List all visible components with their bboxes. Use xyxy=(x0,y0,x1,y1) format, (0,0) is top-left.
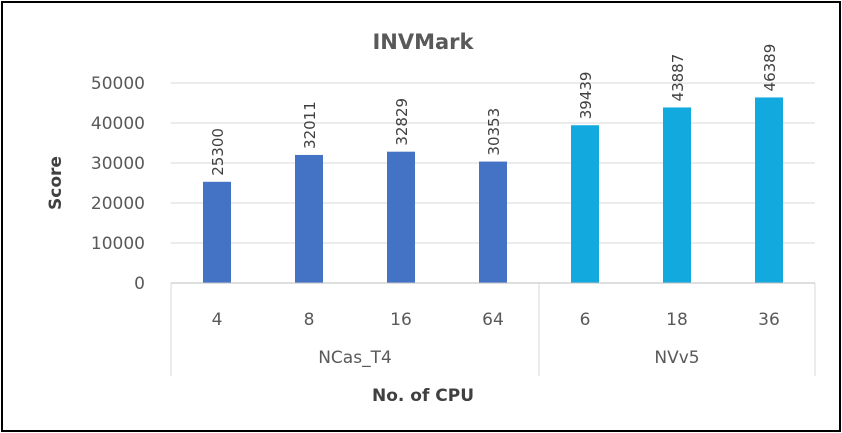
bar xyxy=(755,97,783,283)
x-tick-label: 6 xyxy=(580,310,591,330)
bars: 25300 32011 32829 30353 39439 43887 46389 xyxy=(203,44,783,284)
x-tick-label: 36 xyxy=(758,310,780,330)
bar xyxy=(663,107,691,284)
y-tick-label: 10000 xyxy=(91,234,145,254)
bar xyxy=(571,125,599,283)
data-label: 32011 xyxy=(301,101,319,149)
y-tick-label: 40000 xyxy=(91,114,145,134)
x-axis-title: No. of CPU xyxy=(372,386,474,406)
x-tick-label: 64 xyxy=(482,310,504,330)
group-label: NVv5 xyxy=(654,348,699,368)
y-tick-label: 0 xyxy=(134,274,145,294)
bar xyxy=(479,161,507,283)
data-label: 30353 xyxy=(485,108,503,156)
data-label: 25300 xyxy=(209,128,227,176)
data-label: 43887 xyxy=(669,54,687,102)
data-label: 46389 xyxy=(761,44,779,92)
y-tick-label: 50000 xyxy=(91,74,145,94)
x-tick-label: 16 xyxy=(390,310,412,330)
x-tick-label: 4 xyxy=(212,310,223,330)
bar-chart: 25300 32011 32829 30353 39439 43887 46389 0 100… xyxy=(46,30,816,406)
data-label: 32829 xyxy=(393,98,411,146)
bar xyxy=(295,154,323,283)
y-tick-label: 20000 xyxy=(91,194,145,214)
data-label: 39439 xyxy=(577,72,595,120)
bar xyxy=(387,151,415,283)
y-tick-label: 30000 xyxy=(91,154,145,174)
x-tick-label: 18 xyxy=(666,310,688,330)
group-label: NCas_T4 xyxy=(318,348,392,368)
axes: 0 10000 20000 30000 40000 50000 4 8 16 64 NCas_T4 6… xyxy=(91,74,816,376)
chart-title: INVMark xyxy=(372,30,474,54)
y-axis-title: Score xyxy=(46,156,66,210)
x-tick-label: 8 xyxy=(304,310,315,330)
bar xyxy=(203,181,231,283)
